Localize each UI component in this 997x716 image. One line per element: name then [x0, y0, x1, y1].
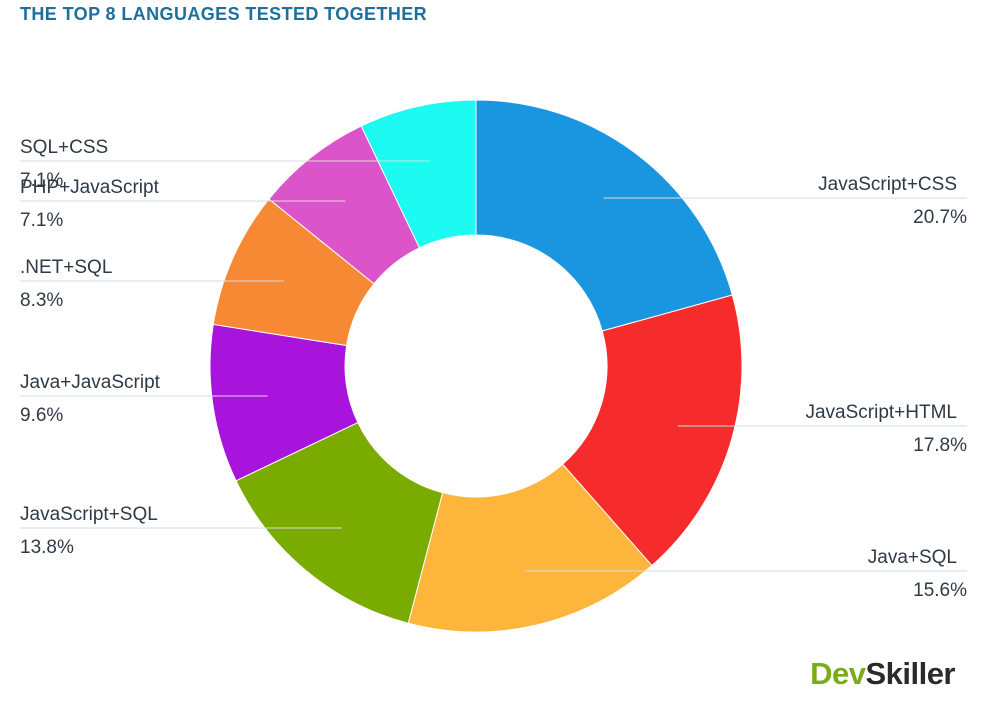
label-javascript-sql: JavaScript+SQL 13.8%	[20, 504, 342, 558]
chart-title: THE TOP 8 LANGUAGES TESTED TOGETHER	[20, 4, 428, 24]
logo-dev-text: Dev	[810, 656, 866, 691]
label-javascript-html: JavaScript+HTML 17.8%	[677, 402, 967, 456]
label-net-sql: .NET+SQL 8.3%	[20, 257, 284, 311]
slice-label-value: 8.3%	[20, 290, 63, 311]
slice-sql-css	[360, 99, 477, 249]
slice-label-name: Java+JavaScript	[20, 372, 161, 393]
slice-label-value: 7.1%	[20, 170, 63, 191]
slice-javascript-css	[475, 99, 733, 332]
label-java-javascript: Java+JavaScript 9.6%	[20, 372, 268, 426]
devskiller-logo: DevSkiller	[810, 656, 955, 692]
label-sql-css: SQL+CSS 7.1%	[20, 137, 430, 191]
label-java-sql: Java+SQL 15.6%	[524, 547, 967, 601]
slice-label-value: 9.6%	[20, 405, 63, 426]
slice-label-value: 15.6%	[913, 580, 967, 601]
logo-skiller-text: Skiller	[865, 656, 955, 691]
slice-label-name: SQL+CSS	[20, 137, 108, 158]
slice-javascript-html	[561, 294, 743, 567]
slice-label-name: JavaScript+HTML	[805, 402, 957, 423]
slice-label-name: .NET+SQL	[20, 257, 112, 278]
slice-label-value: 17.8%	[913, 435, 967, 456]
slice-labels: JavaScript+CSS20.7%JavaScript+HTML17.8%J…	[20, 137, 967, 601]
slice-label-name: Java+SQL	[868, 547, 957, 568]
label-javascript-css: JavaScript+CSS 20.7%	[603, 174, 967, 228]
donut-slices	[209, 99, 743, 633]
slice-label-value: 20.7%	[913, 207, 967, 228]
slice-label-name: JavaScript+SQL	[20, 504, 158, 525]
label-php-javascript: PHP+JavaScript 7.1%	[20, 177, 346, 231]
slice-label-name: JavaScript+CSS	[818, 174, 957, 195]
slice-label-value: 13.8%	[20, 537, 74, 558]
slice-java-sql	[407, 463, 653, 633]
slice-label-name: PHP+JavaScript	[20, 177, 160, 198]
slice-label-value: 7.1%	[20, 210, 63, 231]
slice-javascript-sql	[235, 421, 444, 624]
